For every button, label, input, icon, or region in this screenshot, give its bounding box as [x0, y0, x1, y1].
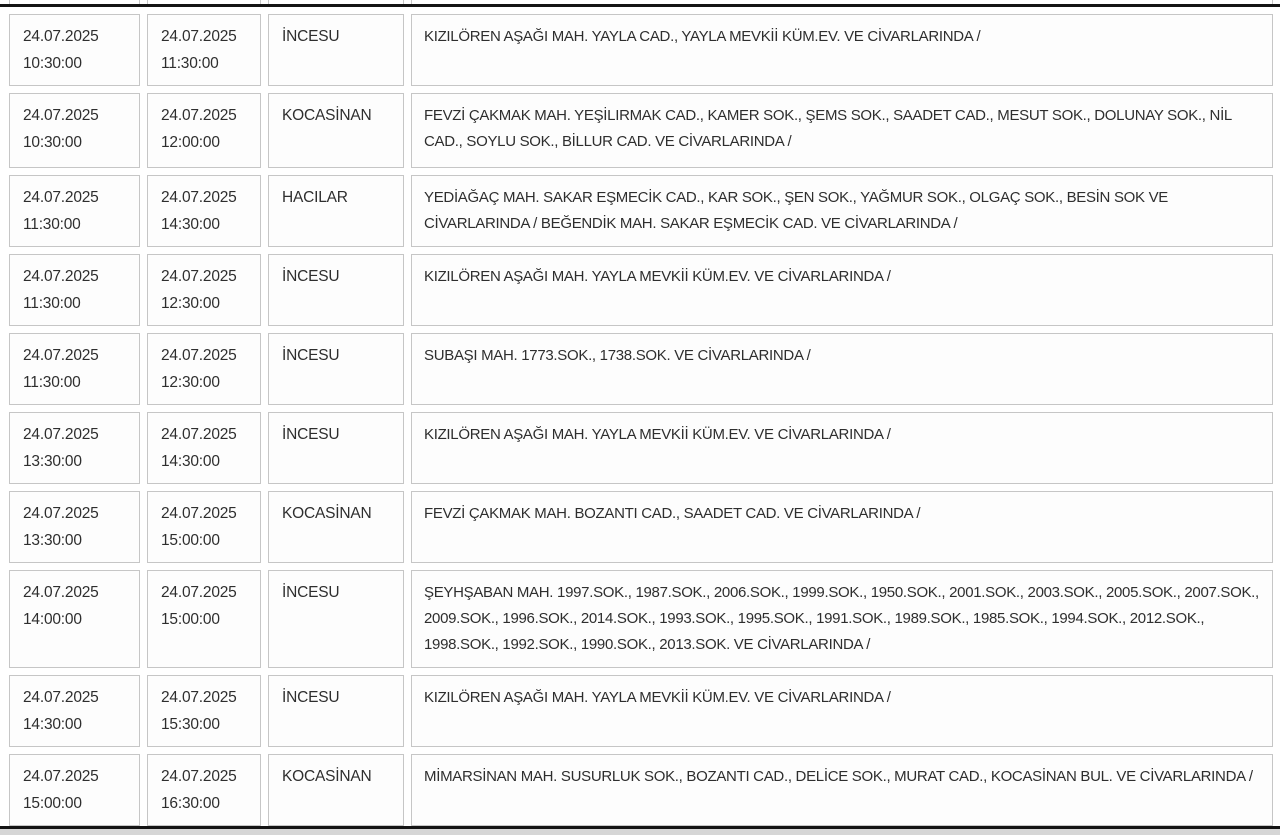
start-datetime-cell: 24.07.2025 15:00:00 [9, 754, 140, 826]
table-row: 24.07.2025 14:30:00 24.07.2025 15:30:00 İNCE… [9, 675, 1280, 747]
end-datetime-cell: 24.07.2025 15:30:00 [147, 675, 261, 747]
end-datetime-cell: 24.07.2025 14:30:00 [147, 412, 261, 484]
end-datetime-cell: 24.07.2025 15:00:00 [147, 570, 261, 668]
start-time: 15:00:00 [23, 795, 82, 812]
start-date: 24.07.2025 [23, 689, 99, 706]
end-time: 12:30:00 [161, 374, 220, 391]
end-date: 24.07.2025 [161, 768, 237, 785]
start-time: 14:00:00 [23, 611, 82, 628]
affected-areas-cell: KIZILÖREN AŞAĞI MAH. YAYLA MEVKİİ KÜM.EV… [411, 412, 1273, 484]
start-time: 13:30:00 [23, 532, 82, 549]
end-datetime-cell: 24.07.2025 12:30:00 [147, 254, 261, 326]
start-date: 24.07.2025 [23, 347, 99, 364]
start-date: 24.07.2025 [23, 584, 99, 601]
end-datetime-cell: 24.07.2025 14:30:00 [147, 175, 261, 247]
end-time: 15:30:00 [161, 716, 220, 733]
end-time: 15:00:00 [161, 532, 220, 549]
start-date: 24.07.2025 [23, 768, 99, 785]
end-date: 24.07.2025 [161, 268, 237, 285]
start-datetime-cell: 24.07.2025 11:30:00 [9, 333, 140, 405]
start-time: 11:30:00 [23, 216, 81, 233]
table-row: 24.07.2025 13:30:00 24.07.2025 15:00:00 KOCA… [9, 491, 1280, 563]
district-cell: HACILAR [268, 175, 404, 247]
end-time: 16:30:00 [161, 795, 220, 812]
end-time: 15:00:00 [161, 611, 220, 628]
end-date: 24.07.2025 [161, 584, 237, 601]
district-cell: İNCESU [268, 254, 404, 326]
end-datetime-cell: 24.07.2025 11:30:00 [147, 14, 261, 86]
end-time: 12:00:00 [161, 134, 220, 151]
affected-areas-cell: MİMARSİNAN MAH. SUSURLUK SOK., BOZANTI C… [411, 754, 1273, 826]
end-date: 24.07.2025 [161, 347, 237, 364]
district-cell: KOCASİNAN [268, 754, 404, 826]
end-time: 14:30:00 [161, 453, 220, 470]
start-datetime-cell: 24.07.2025 11:30:00 [9, 254, 140, 326]
end-date: 24.07.2025 [161, 505, 237, 522]
district-cell: İNCESU [268, 570, 404, 668]
end-date: 24.07.2025 [161, 189, 237, 206]
district-cell: KOCASİNAN [268, 93, 404, 168]
start-time: 10:30:00 [23, 134, 82, 151]
table-section-divider-top [0, 4, 1280, 7]
table-row: 24.07.2025 10:30:00 24.07.2025 11:30:00 İNCE… [9, 14, 1280, 86]
table-row: 24.07.2025 11:30:00 24.07.2025 12:30:00 İNCE… [9, 333, 1280, 405]
end-date: 24.07.2025 [161, 28, 237, 45]
affected-areas-cell: YEDİAĞAÇ MAH. SAKAR EŞMECİK CAD., KAR SO… [411, 175, 1273, 247]
affected-areas-cell: SUBAŞI MAH. 1773.SOK., 1738.SOK. VE CİVA… [411, 333, 1273, 405]
end-datetime-cell: 24.07.2025 16:30:00 [147, 754, 261, 826]
district-cell: İNCESU [268, 675, 404, 747]
start-datetime-cell: 24.07.2025 13:30:00 [9, 412, 140, 484]
clipped-cell [411, 0, 1273, 4]
end-datetime-cell: 24.07.2025 15:00:00 [147, 491, 261, 563]
start-date: 24.07.2025 [23, 28, 99, 45]
table-row: 24.07.2025 11:30:00 24.07.2025 12:30:00 İNCE… [9, 254, 1280, 326]
clipped-cell [9, 0, 140, 4]
district-cell: İNCESU [268, 14, 404, 86]
start-date: 24.07.2025 [23, 189, 99, 206]
end-date: 24.07.2025 [161, 689, 237, 706]
start-datetime-cell: 24.07.2025 13:30:00 [9, 491, 140, 563]
table-row: 24.07.2025 11:30:00 24.07.2025 14:30:00 HACI… [9, 175, 1280, 247]
end-datetime-cell: 24.07.2025 12:30:00 [147, 333, 261, 405]
start-datetime-cell: 24.07.2025 10:30:00 [9, 14, 140, 86]
affected-areas-cell: FEVZİ ÇAKMAK MAH. YEŞİLIRMAK CAD., KAMER… [411, 93, 1273, 168]
page-bottom-strip [0, 829, 1280, 835]
clipped-cell [268, 0, 404, 4]
start-datetime-cell: 24.07.2025 11:30:00 [9, 175, 140, 247]
affected-areas-cell: ŞEYHŞABAN MAH. 1997.SOK., 1987.SOK., 200… [411, 570, 1273, 668]
start-datetime-cell: 24.07.2025 14:00:00 [9, 570, 140, 668]
end-time: 12:30:00 [161, 295, 220, 312]
start-time: 11:30:00 [23, 374, 81, 391]
affected-areas-cell: KIZILÖREN AŞAĞI MAH. YAYLA MEVKİİ KÜM.EV… [411, 675, 1273, 747]
start-time: 11:30:00 [23, 295, 81, 312]
start-datetime-cell: 24.07.2025 14:30:00 [9, 675, 140, 747]
start-date: 24.07.2025 [23, 505, 99, 522]
start-date: 24.07.2025 [23, 107, 99, 124]
end-datetime-cell: 24.07.2025 12:00:00 [147, 93, 261, 168]
table-row: 24.07.2025 10:30:00 24.07.2025 12:00:00 KOCA… [9, 93, 1280, 168]
affected-areas-cell: FEVZİ ÇAKMAK MAH. BOZANTI CAD., SAADET C… [411, 491, 1273, 563]
district-cell: İNCESU [268, 412, 404, 484]
start-time: 14:30:00 [23, 716, 82, 733]
clipped-cell [147, 0, 261, 4]
affected-areas-cell: KIZILÖREN AŞAĞI MAH. YAYLA MEVKİİ KÜM.EV… [411, 254, 1273, 326]
table-row: 24.07.2025 13:30:00 24.07.2025 14:30:00 İNCE… [9, 412, 1280, 484]
affected-areas-cell: KIZILÖREN AŞAĞI MAH. YAYLA CAD., YAYLA M… [411, 14, 1273, 86]
start-date: 24.07.2025 [23, 268, 99, 285]
outage-table-body: 24.07.2025 10:30:00 24.07.2025 11:30:00 İNCE… [0, 7, 1280, 826]
clipped-row-fragment [0, 0, 1280, 4]
end-date: 24.07.2025 [161, 426, 237, 443]
start-time: 13:30:00 [23, 453, 82, 470]
district-cell: İNCESU [268, 333, 404, 405]
start-datetime-cell: 24.07.2025 10:30:00 [9, 93, 140, 168]
end-time: 14:30:00 [161, 216, 220, 233]
end-date: 24.07.2025 [161, 107, 237, 124]
end-time: 11:30:00 [161, 55, 219, 72]
start-time: 10:30:00 [23, 55, 82, 72]
start-date: 24.07.2025 [23, 426, 99, 443]
district-cell: KOCASİNAN [268, 491, 404, 563]
table-row: 24.07.2025 15:00:00 24.07.2025 16:30:00 KOCA… [9, 754, 1280, 826]
table-row: 24.07.2025 14:00:00 24.07.2025 15:00:00 İNCE… [9, 570, 1280, 668]
